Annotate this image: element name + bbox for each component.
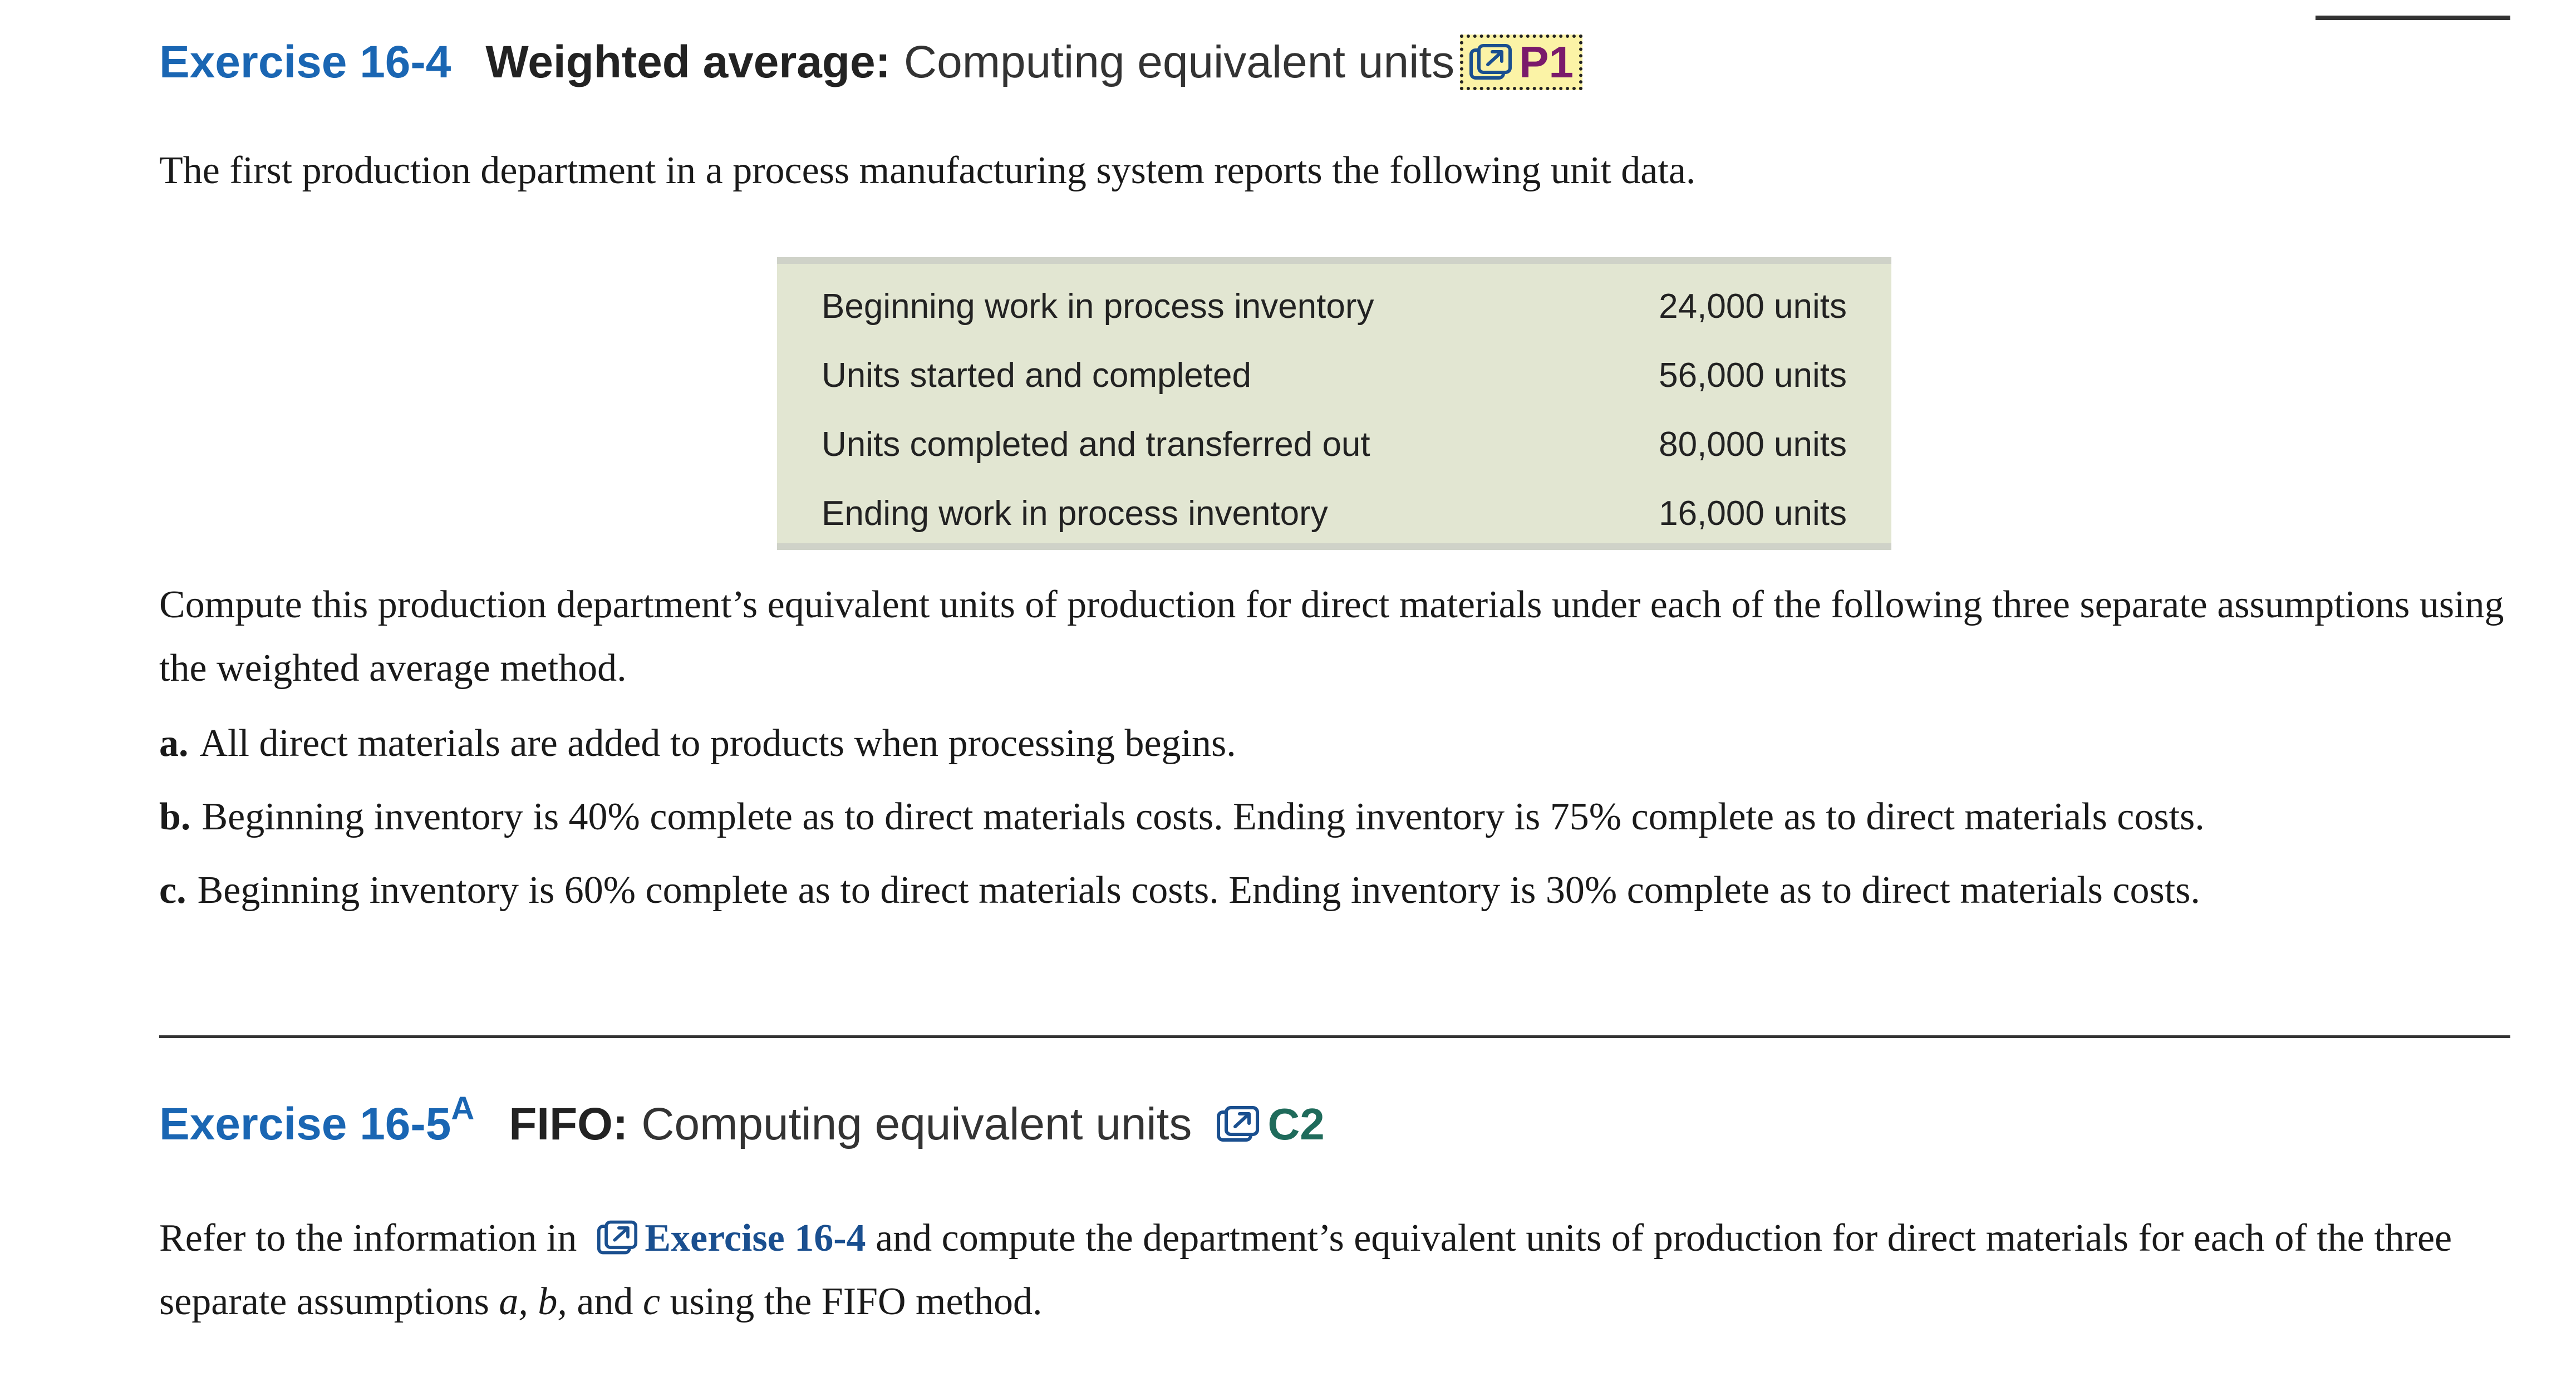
exercise-16-5-heading: Exercise 16-5 A FIFO: Computing equivale… — [159, 1090, 1325, 1152]
external-link-icon — [1217, 1106, 1260, 1142]
exercise-title-bold: Weighted average: — [485, 37, 891, 87]
external-link-icon — [597, 1220, 638, 1255]
text-after-link: and compute the department’s equivalent … — [159, 1217, 2452, 1323]
exercise-title: Computing equivalent units — [903, 37, 1455, 87]
learning-objective-code: C2 — [1267, 1099, 1325, 1149]
exercise-intro: The first production department in a pro… — [159, 149, 1696, 192]
row-label: Units completed and transferred out — [822, 425, 1370, 464]
row-label: Ending work in process inventory — [822, 494, 1328, 533]
table-row: Beginning work in process inventory 24,0… — [822, 278, 1847, 334]
text-ending: using the FIFO method. — [670, 1280, 1043, 1323]
assumption-a: a, — [499, 1280, 528, 1323]
exercise-16-4-link[interactable]: Exercise 16-4 — [645, 1217, 866, 1260]
learning-objective-reference[interactable]: C2 — [1216, 1097, 1325, 1152]
list-item-text: Beginning inventory is 40% complete as t… — [201, 795, 2205, 838]
list-item: a. All direct materials are added to prod… — [159, 716, 1236, 771]
exercise-question: Compute this production department’s equ… — [159, 583, 2504, 690]
row-value: 24,000 units — [1659, 287, 1847, 326]
exercise-16-4-heading: Exercise 16-4 Weighted average: Computin… — [159, 35, 1582, 90]
external-link-icon — [1469, 44, 1512, 80]
exercise-number: Exercise 16-5 — [159, 1099, 451, 1149]
unit-data-table: Beginning work in process inventory 24,0… — [777, 257, 1891, 550]
table-row: Units completed and transferred out 80,0… — [822, 416, 1847, 472]
exercise-superscript: A — [451, 1090, 475, 1127]
row-value: 56,000 units — [1659, 356, 1847, 395]
text-before-link: Refer to the information in — [159, 1217, 577, 1260]
row-value: 80,000 units — [1659, 425, 1847, 464]
list-item-label: b. — [159, 795, 191, 838]
row-value: 16,000 units — [1659, 494, 1847, 533]
assumption-c: c — [643, 1280, 661, 1323]
list-item: b. Beginning inventory is 40% complete as… — [159, 789, 2205, 845]
exercise-number: Exercise 16-4 — [159, 37, 451, 87]
row-label: Units started and completed — [822, 356, 1251, 395]
row-label: Beginning work in process inventory — [822, 287, 1374, 326]
list-item: c. Beginning inventory is 60% complete as… — [159, 863, 2200, 918]
table-row: Units started and completed 56,000 units — [822, 347, 1847, 403]
section-divider — [159, 1035, 2510, 1038]
assumption-b: b, — [538, 1280, 567, 1323]
list-item-text: Beginning inventory is 60% complete as t… — [197, 869, 2200, 912]
and-word: and — [577, 1280, 633, 1323]
list-item-label: a. — [159, 722, 189, 765]
learning-objective-code: P1 — [1519, 37, 1574, 87]
list-item-label: c. — [159, 869, 186, 912]
exercise-title: Computing equivalent units — [641, 1099, 1192, 1149]
table-row: Ending work in process inventory 16,000 … — [822, 485, 1847, 541]
list-item-text: All direct materials are added to produc… — [199, 722, 1236, 765]
learning-objective-reference[interactable]: P1 — [1460, 35, 1582, 90]
top-rule — [2316, 16, 2510, 20]
exercise-16-5-text: Refer to the information in Exercise 16-… — [159, 1207, 2508, 1334]
exercise-title-bold: FIFO: — [509, 1099, 628, 1149]
